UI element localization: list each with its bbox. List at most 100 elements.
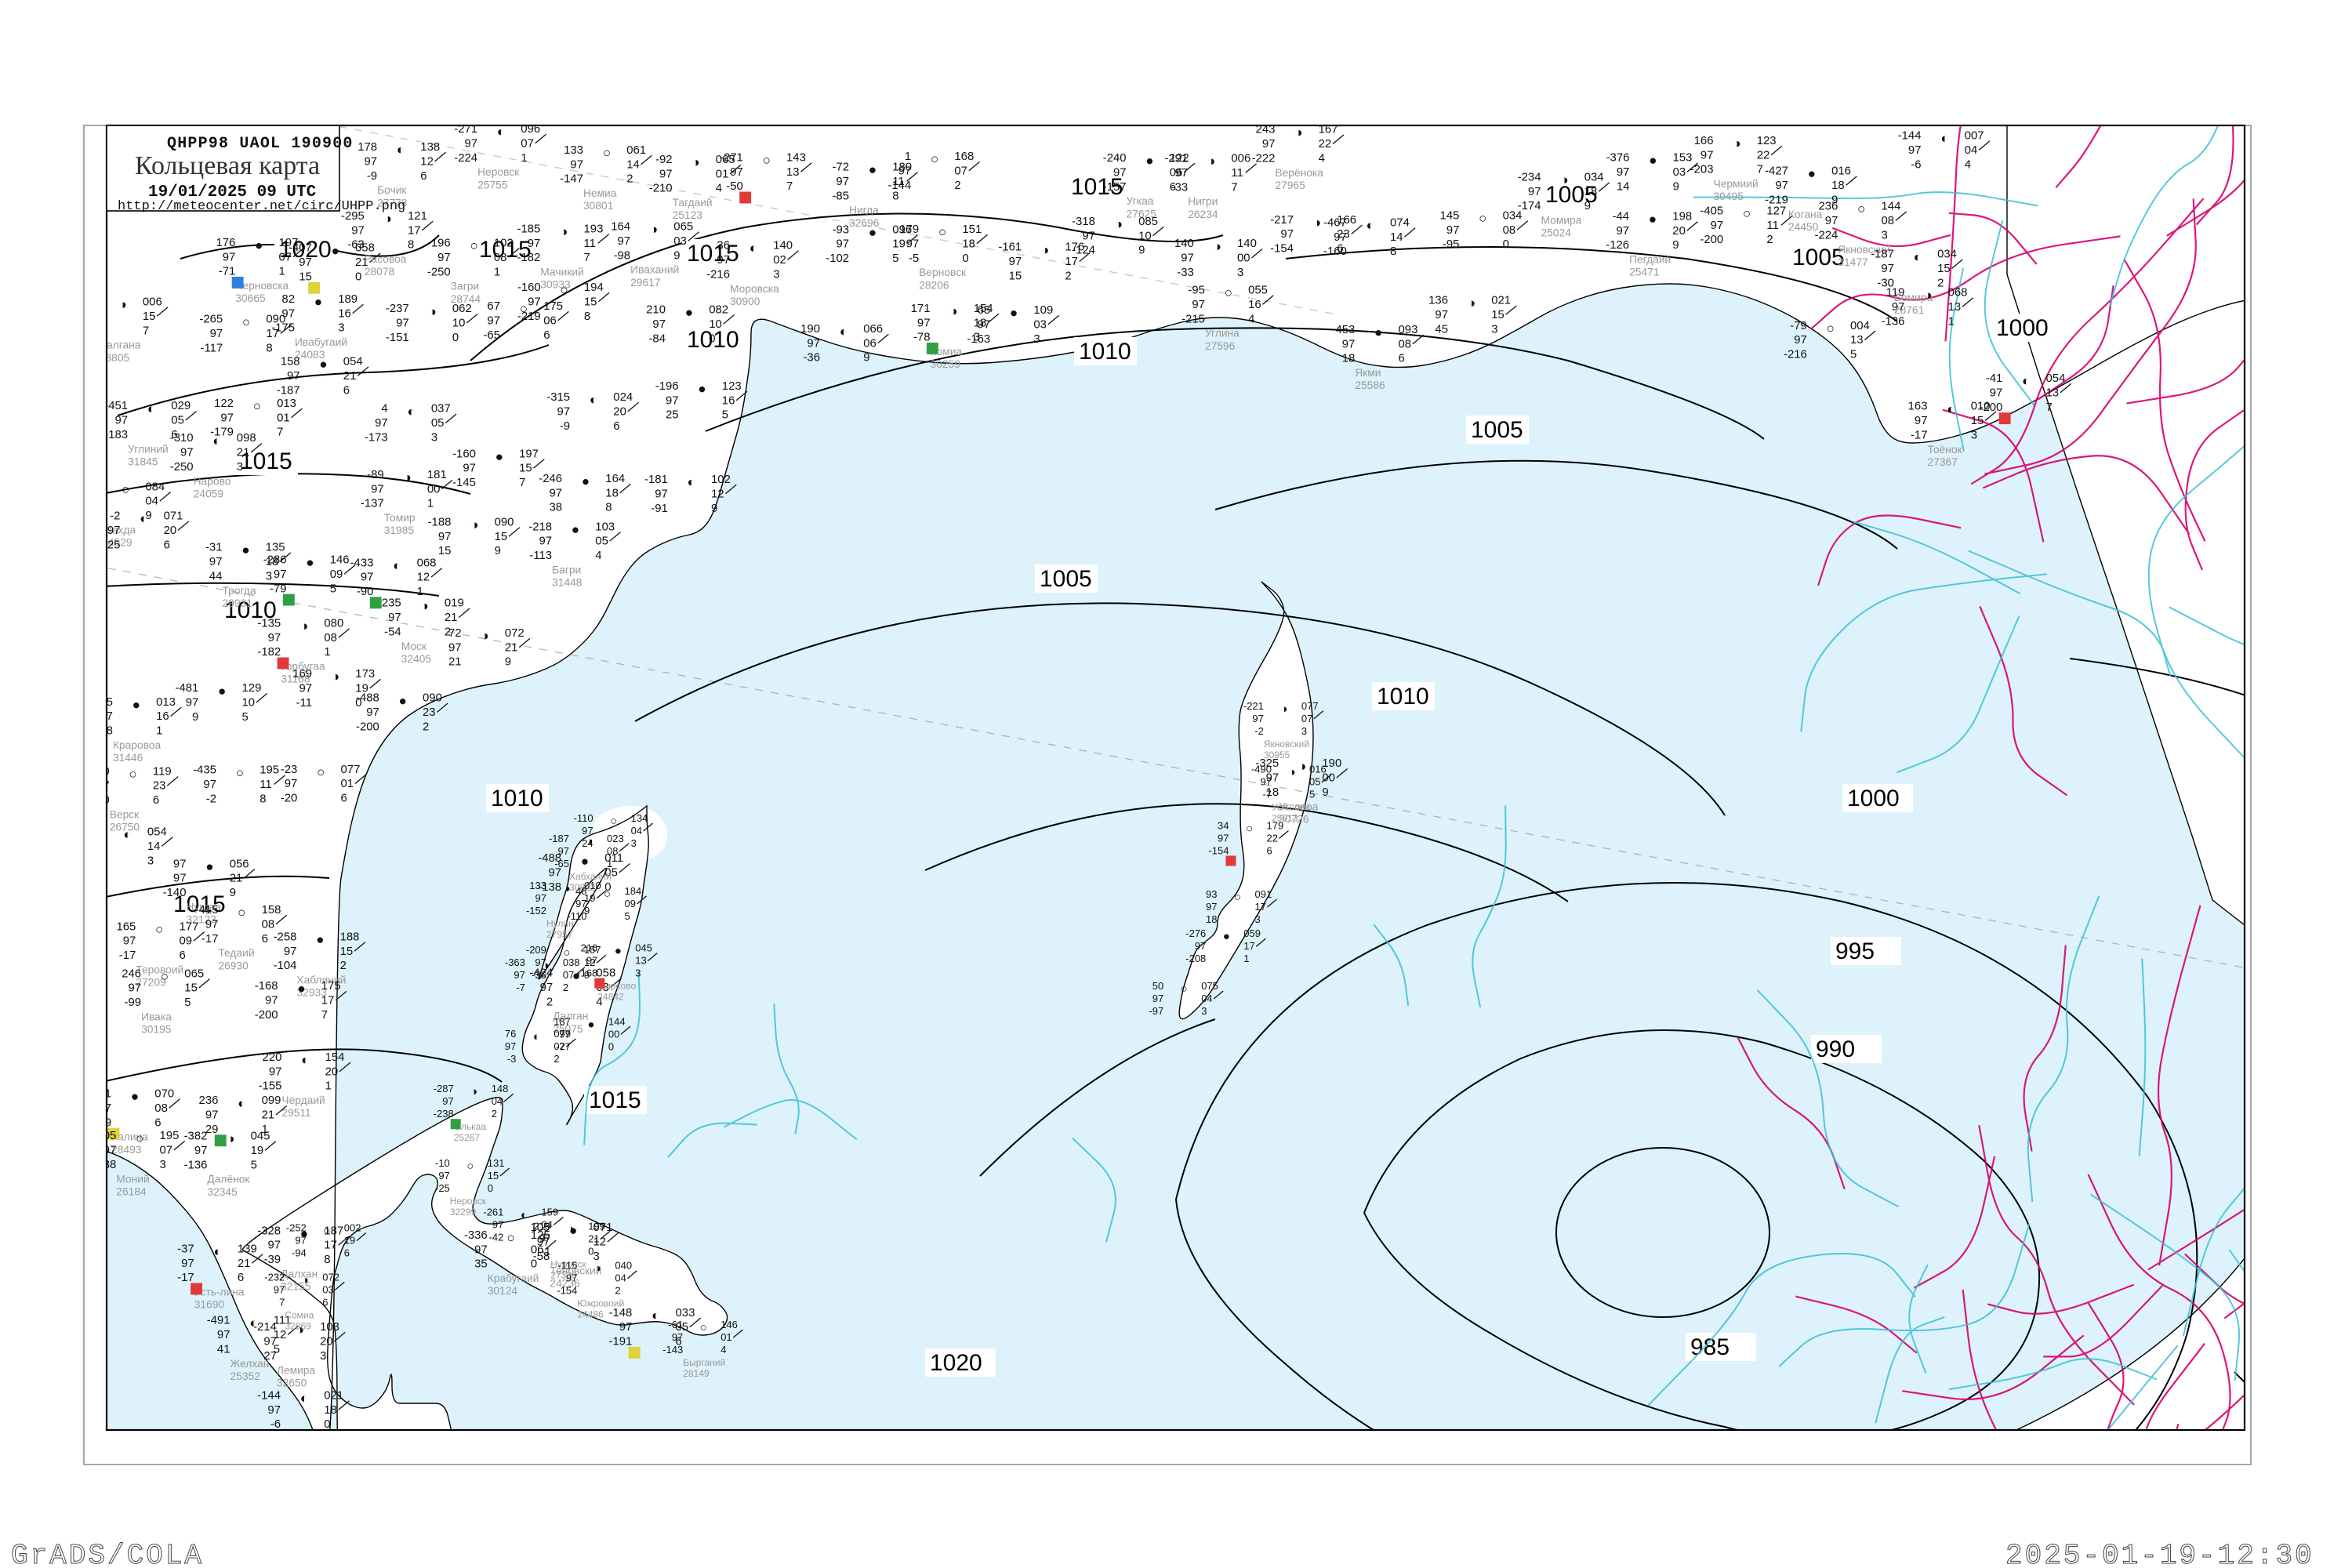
svg-text:219: 219 (533, 1220, 550, 1232)
svg-text:97: 97 (371, 483, 384, 495)
svg-text:08: 08 (324, 632, 337, 644)
svg-text:007: 007 (1965, 130, 1984, 143)
svg-text:97: 97 (898, 165, 912, 177)
svg-text:-144: -144 (257, 1389, 281, 1402)
svg-text:-152: -152 (526, 905, 546, 916)
svg-text:97: 97 (652, 318, 666, 331)
svg-text:5: 5 (330, 583, 336, 595)
svg-text:136: 136 (1428, 295, 1448, 307)
svg-text:97: 97 (210, 328, 223, 340)
svg-text:23: 23 (153, 780, 166, 793)
svg-text:-140: -140 (163, 887, 187, 899)
svg-text:Мачикий: Мачикий (540, 267, 583, 278)
svg-text:033: 033 (676, 1307, 695, 1319)
svg-text:17: 17 (1065, 256, 1078, 268)
svg-text:08: 08 (1503, 224, 1516, 237)
svg-text:-246: -246 (539, 473, 562, 485)
svg-text:Лемира: Лемира (277, 1364, 316, 1376)
svg-text:97: 97 (906, 238, 920, 250)
svg-text:◑: ◑ (1115, 216, 1123, 232)
svg-text:-91: -91 (651, 503, 668, 515)
svg-text:1: 1 (156, 725, 162, 738)
svg-text:21: 21 (448, 656, 462, 669)
svg-text:●: ● (572, 521, 579, 537)
svg-text:◐: ◐ (300, 1390, 308, 1406)
svg-text:18: 18 (1342, 353, 1356, 365)
svg-text:-215: -215 (1181, 313, 1205, 325)
svg-text:5: 5 (722, 409, 728, 422)
svg-text:08: 08 (262, 918, 275, 931)
svg-text:-209: -209 (526, 944, 546, 956)
svg-text:-94: -94 (292, 1247, 307, 1259)
svg-text:97: 97 (205, 918, 219, 931)
svg-text:29617: 29617 (630, 277, 660, 289)
svg-text:97: 97 (570, 158, 583, 171)
svg-text:◐: ◐ (238, 1095, 245, 1111)
svg-text:7: 7 (1757, 164, 1763, 176)
svg-text:177: 177 (180, 920, 199, 933)
svg-text:97: 97 (396, 318, 409, 330)
svg-text:◑: ◑ (300, 618, 308, 633)
svg-text:●: ● (698, 381, 706, 397)
svg-text:-286: -286 (263, 554, 287, 567)
svg-text:97: 97 (299, 683, 313, 695)
svg-text:1: 1 (521, 152, 527, 165)
svg-text:03: 03 (673, 235, 687, 248)
svg-text:-63: -63 (347, 239, 365, 252)
svg-text:-271: -271 (720, 151, 743, 164)
svg-text:-175: -175 (271, 322, 295, 335)
svg-text:-135: -135 (257, 617, 281, 630)
svg-text:34: 34 (1218, 820, 1229, 832)
svg-text:080: 080 (324, 617, 343, 630)
svg-text:3: 3 (1971, 430, 1977, 442)
svg-text:-99: -99 (125, 996, 142, 1009)
svg-text:97: 97 (220, 412, 234, 424)
svg-text:7: 7 (1231, 181, 1237, 194)
svg-text:14: 14 (626, 158, 640, 171)
svg-text:-3: -3 (507, 1053, 517, 1065)
svg-text:0: 0 (452, 332, 459, 344)
svg-text:○: ○ (603, 145, 611, 161)
svg-text:◑: ◑ (1468, 295, 1475, 310)
svg-text:●: ● (1808, 165, 1816, 181)
svg-text:165: 165 (116, 920, 136, 933)
svg-text:12: 12 (711, 488, 724, 500)
svg-text:1000: 1000 (1996, 315, 2049, 341)
svg-text:-72: -72 (832, 162, 849, 174)
svg-text:6: 6 (164, 539, 170, 551)
svg-text:-79: -79 (1790, 320, 1807, 332)
svg-text:-310: -310 (170, 432, 194, 445)
svg-text:-405: -405 (1700, 205, 1723, 217)
svg-text:21: 21 (237, 447, 250, 459)
svg-text:15: 15 (299, 271, 312, 284)
svg-text:19: 19 (344, 1235, 355, 1247)
svg-text:-216: -216 (1784, 349, 1807, 361)
svg-text:-11: -11 (296, 697, 312, 710)
svg-text:168: 168 (954, 151, 974, 163)
svg-text:22: 22 (1319, 138, 1332, 151)
svg-text:-33: -33 (1171, 181, 1189, 194)
svg-text:08: 08 (1399, 338, 1412, 350)
svg-text:Краровоа: Краровоа (113, 739, 162, 751)
svg-text:15: 15 (519, 463, 532, 475)
svg-text:97: 97 (917, 317, 931, 329)
svg-text:-491: -491 (207, 1315, 230, 1327)
svg-text:97: 97 (514, 969, 524, 981)
svg-text:-183: -183 (104, 429, 128, 441)
svg-text:-71: -71 (219, 266, 236, 278)
svg-text:●: ● (241, 542, 249, 557)
svg-text:235: 235 (382, 597, 401, 610)
svg-text:●: ● (685, 304, 693, 320)
svg-text:090: 090 (423, 692, 442, 705)
svg-text:-187: -187 (277, 384, 300, 397)
svg-text:10: 10 (242, 697, 256, 710)
svg-text:065: 065 (184, 967, 204, 980)
svg-text:236: 236 (199, 1094, 219, 1107)
svg-text:97: 97 (535, 956, 546, 968)
svg-text:021: 021 (324, 1389, 343, 1402)
svg-text:-9: -9 (367, 170, 377, 183)
svg-text:05: 05 (1309, 776, 1320, 788)
svg-text:-287: -287 (434, 1083, 454, 1094)
svg-text:146: 146 (330, 554, 350, 567)
svg-text:27: 27 (263, 1350, 277, 1363)
